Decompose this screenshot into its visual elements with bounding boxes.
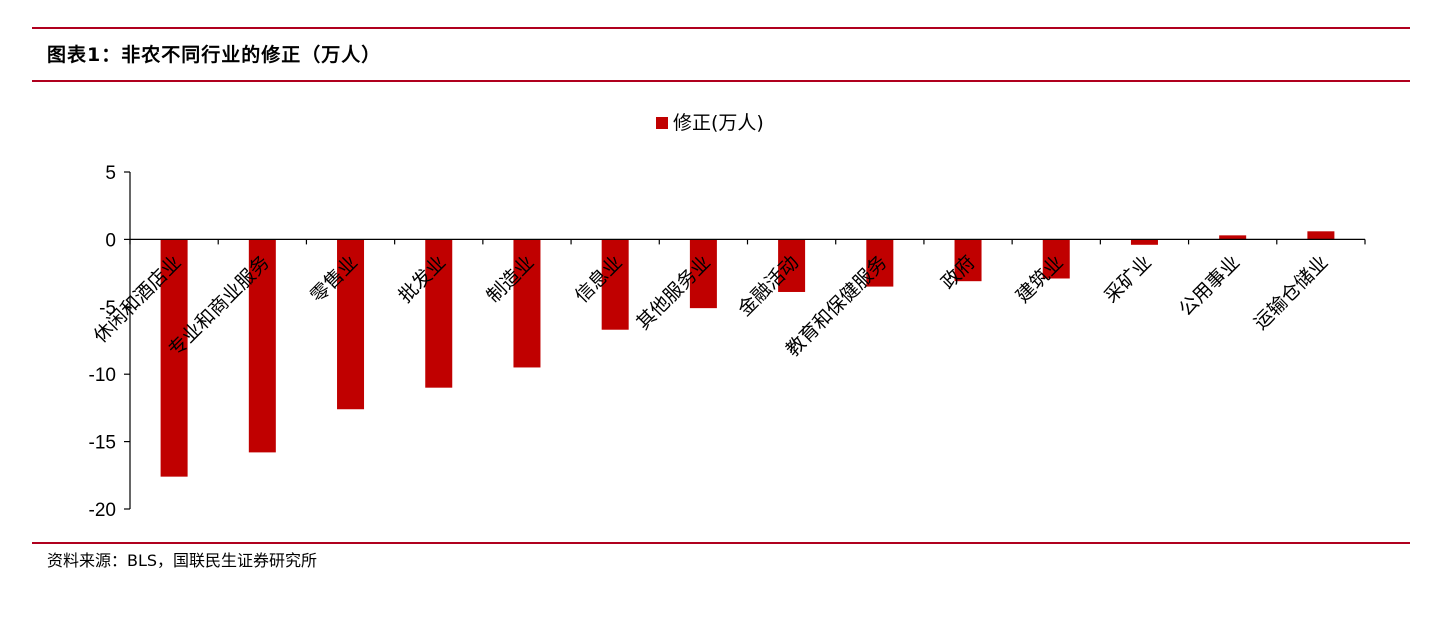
category-label: 建筑业	[1012, 251, 1068, 307]
bar	[160, 239, 188, 477]
category-label: 公用事业	[1175, 251, 1244, 320]
x-axis	[129, 238, 1366, 245]
y-axis: 5 0 -5 -10 -15 -20	[89, 163, 131, 521]
y-tick-label: 0	[105, 230, 116, 251]
legend-swatch	[656, 117, 668, 129]
bar	[778, 239, 806, 292]
y-tick-label: -15	[89, 433, 116, 454]
bar	[248, 239, 276, 453]
bar	[866, 239, 894, 287]
bar	[513, 239, 541, 368]
legend-label: 修正(万人)	[673, 112, 764, 134]
bar	[1130, 239, 1158, 245]
top-rule	[32, 27, 1410, 29]
title-rule	[32, 80, 1410, 82]
figure-title: 图表1：非农不同行业的修正（万人）	[47, 44, 382, 66]
category-label: 采矿业	[1100, 251, 1156, 307]
bar	[337, 239, 365, 410]
bar	[1042, 239, 1070, 279]
bar	[954, 239, 982, 282]
category-label: 运输仓储业	[1250, 251, 1333, 334]
y-tick-label: -20	[89, 500, 116, 521]
bars	[160, 231, 1335, 477]
bottom-rule	[32, 542, 1410, 544]
y-tick-label: -5	[99, 298, 116, 319]
y-tick-label: -10	[89, 365, 116, 386]
legend: 修正(万人)	[656, 112, 764, 134]
bar	[1219, 235, 1247, 240]
bar	[689, 239, 717, 309]
source-note: 资料来源：BLS，国联民生证券研究所	[47, 551, 318, 570]
bar	[1307, 231, 1335, 240]
bar	[425, 239, 453, 388]
y-tick-label: 5	[105, 163, 116, 184]
bar	[601, 239, 629, 330]
